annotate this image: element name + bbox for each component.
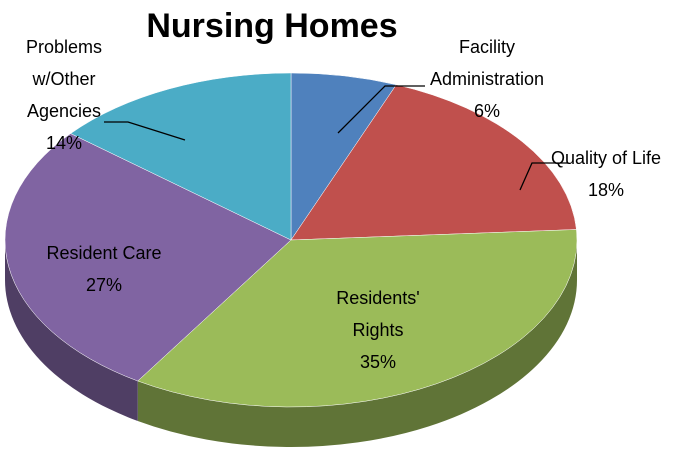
chart-title: Nursing Homes <box>146 7 398 45</box>
value-label: 14% <box>45 133 83 153</box>
data-label: Facility Administration 6% <box>417 31 557 127</box>
value-label: 18% <box>587 180 625 200</box>
value-label: 6% <box>473 101 500 121</box>
category-label: Facility Administration <box>429 37 545 89</box>
category-label: Residents' Rights <box>336 288 420 340</box>
category-label: Resident Care <box>46 243 162 263</box>
data-label: Problems w/Other Agencies 14% <box>8 31 120 159</box>
value-label: 27% <box>85 275 123 295</box>
slice <box>4 133 292 382</box>
data-label: Quality of Life 18% <box>521 142 687 206</box>
slice-side <box>5 240 138 422</box>
slice-side <box>137 240 577 447</box>
slice <box>137 229 578 408</box>
slice <box>290 84 577 241</box>
data-label: Resident Care 27% <box>14 237 194 301</box>
leader-line <box>519 162 568 191</box>
slice <box>70 72 292 241</box>
leader-line <box>337 85 425 134</box>
data-label: Residents' Rights 35% <box>328 282 428 378</box>
leader-line <box>104 121 186 141</box>
category-label: Problems w/Other Agencies <box>25 37 103 121</box>
category-label: Quality of Life <box>550 148 662 168</box>
value-label: 35% <box>359 352 397 372</box>
